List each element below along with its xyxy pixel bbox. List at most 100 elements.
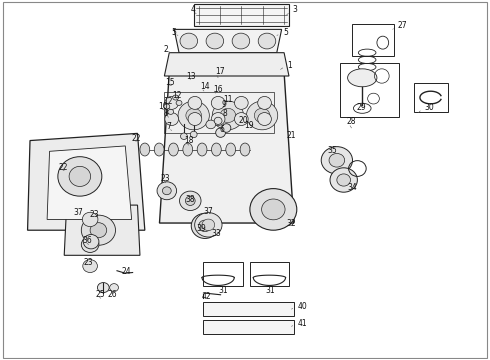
Text: 2: 2 [164,45,169,54]
Ellipse shape [212,101,244,130]
Text: 14: 14 [200,82,210,91]
Text: 30: 30 [425,103,435,112]
Text: 22: 22 [58,163,68,172]
Ellipse shape [337,174,350,186]
Bar [164,92,274,134]
Ellipse shape [206,120,216,129]
Polygon shape [64,205,140,255]
Ellipse shape [83,234,99,249]
Text: 37: 37 [73,208,83,217]
Ellipse shape [172,95,178,100]
Text: 21: 21 [287,131,296,140]
Text: 7: 7 [167,122,172,131]
Ellipse shape [246,101,278,130]
Ellipse shape [258,33,276,49]
Text: 26: 26 [107,290,117,299]
Ellipse shape [81,215,116,245]
Text: 3: 3 [293,5,297,14]
Text: 5: 5 [283,28,288,37]
Ellipse shape [178,101,209,130]
Bar [414,83,448,112]
Ellipse shape [211,113,225,126]
Polygon shape [27,134,145,230]
Ellipse shape [258,113,271,126]
Ellipse shape [211,96,225,109]
Polygon shape [47,146,132,220]
Ellipse shape [235,96,248,109]
Ellipse shape [186,108,201,123]
Ellipse shape [191,213,219,238]
Text: 32: 32 [287,219,296,228]
Ellipse shape [90,223,107,238]
Bar [203,302,294,316]
Text: 19: 19 [244,121,254,130]
Ellipse shape [195,213,222,237]
Text: 8: 8 [222,109,227,118]
Ellipse shape [183,143,193,156]
Text: 18: 18 [184,136,194,145]
Ellipse shape [58,157,102,196]
Text: 38: 38 [185,195,195,204]
Ellipse shape [206,33,223,49]
Ellipse shape [188,113,202,126]
Ellipse shape [180,133,187,139]
Ellipse shape [180,33,197,49]
Text: 33: 33 [212,229,221,238]
Ellipse shape [330,168,357,192]
Ellipse shape [188,96,202,109]
Ellipse shape [197,143,207,156]
Text: 12: 12 [163,96,173,105]
Polygon shape [164,53,289,76]
Text: 23: 23 [161,174,171,183]
Text: 17: 17 [215,67,224,76]
Bar [352,24,394,56]
Ellipse shape [157,182,176,200]
Text: 29: 29 [356,103,366,112]
Text: 9: 9 [221,100,226,109]
Ellipse shape [81,237,99,252]
Text: 42: 42 [202,292,212,301]
Ellipse shape [185,196,195,206]
Bar [194,4,289,26]
Text: 23: 23 [84,258,94,267]
Ellipse shape [258,96,271,109]
Text: 1: 1 [288,61,292,70]
Ellipse shape [190,131,197,138]
Ellipse shape [347,69,377,87]
Ellipse shape [69,166,91,186]
Text: 40: 40 [298,302,308,311]
Text: 25: 25 [96,290,106,299]
Ellipse shape [83,260,98,273]
Ellipse shape [164,104,170,109]
Ellipse shape [214,117,222,125]
Text: 35: 35 [327,146,337,155]
Polygon shape [159,72,294,223]
Ellipse shape [240,143,250,156]
Text: 11: 11 [223,95,233,104]
Bar [340,63,399,117]
Ellipse shape [176,100,182,105]
Text: 13: 13 [186,72,196,81]
Ellipse shape [198,220,211,231]
Text: 36: 36 [83,236,93,245]
Ellipse shape [202,219,215,230]
Ellipse shape [165,113,178,126]
Bar [203,320,294,334]
Text: 8: 8 [164,109,169,118]
Ellipse shape [154,143,164,156]
Ellipse shape [110,284,119,292]
Text: 15: 15 [165,78,175,87]
Text: 12: 12 [172,91,182,100]
Text: 34: 34 [347,183,357,192]
Ellipse shape [140,143,150,156]
Text: 16: 16 [213,85,223,94]
Text: 24: 24 [122,267,131,276]
Ellipse shape [235,113,248,126]
Ellipse shape [216,128,225,137]
Text: 4: 4 [190,5,195,14]
Text: 39: 39 [196,224,206,233]
Ellipse shape [321,147,352,174]
Bar [250,262,289,286]
Text: 10: 10 [158,102,168,111]
Text: 27: 27 [397,21,407,30]
